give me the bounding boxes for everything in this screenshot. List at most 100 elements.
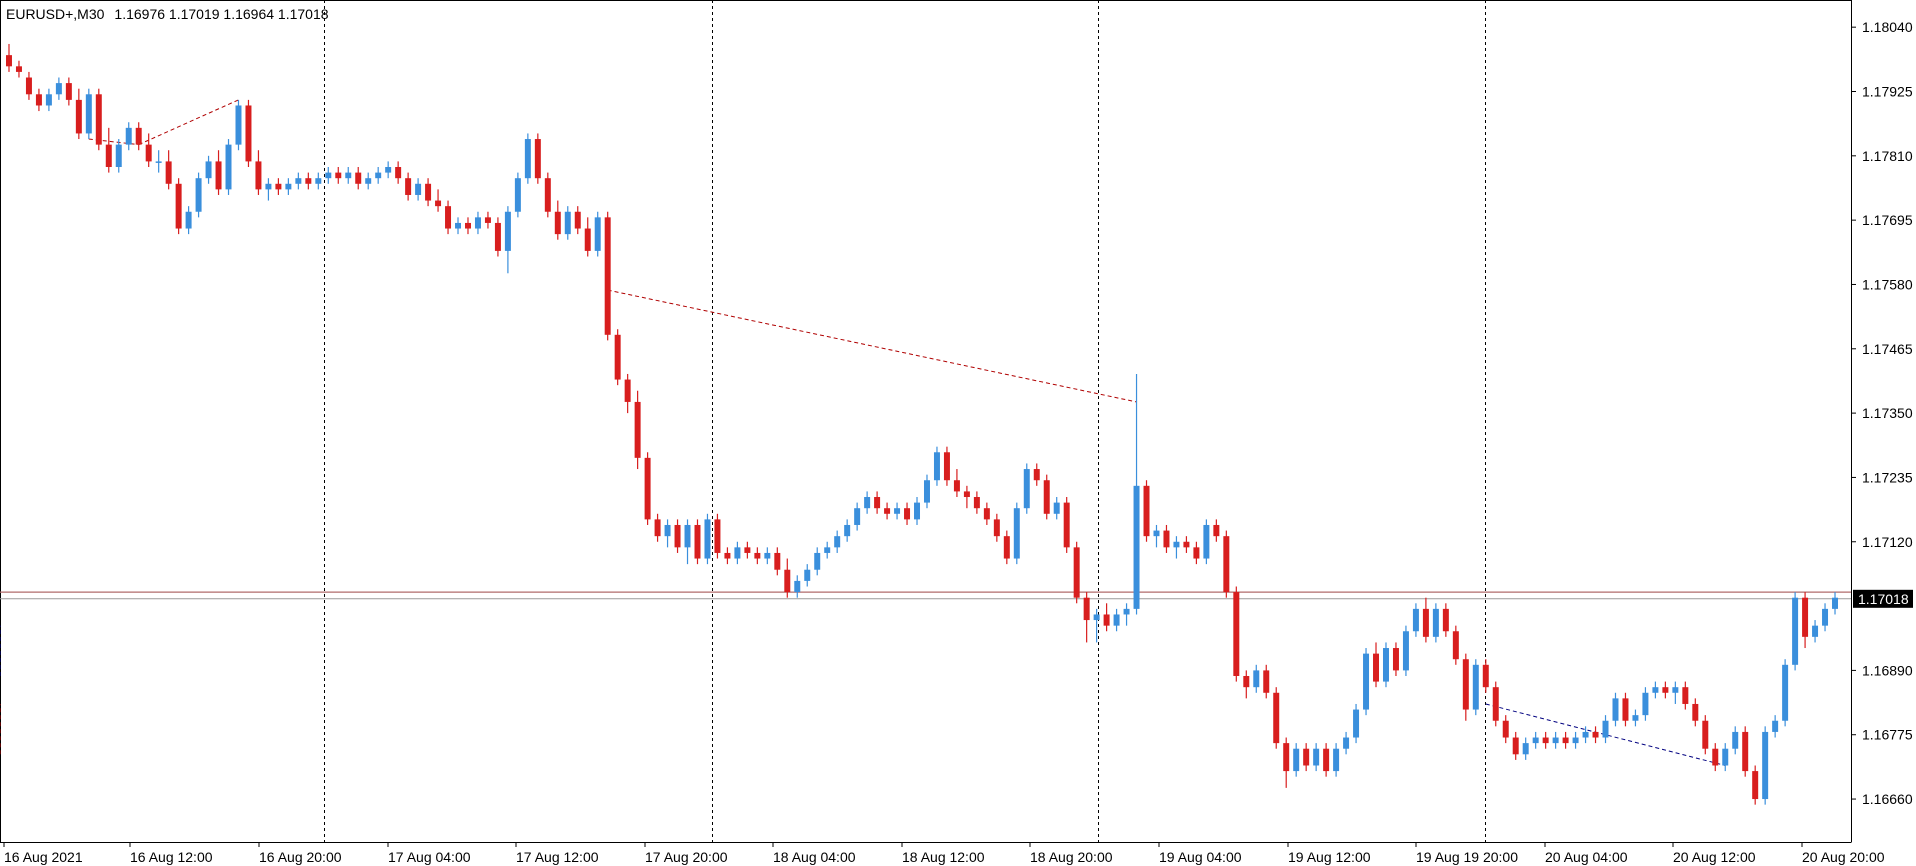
price-tick-label: 1.17350 <box>1862 405 1913 421</box>
candle <box>1512 731 1519 760</box>
candle <box>1502 715 1509 744</box>
candle <box>774 547 781 576</box>
candle <box>285 178 292 195</box>
candle <box>824 541 831 559</box>
candle <box>1013 502 1020 565</box>
current-price-text: 1.17018 <box>1858 591 1909 607</box>
candle <box>1382 642 1389 688</box>
candle <box>385 161 392 179</box>
candle <box>1103 603 1110 632</box>
candle <box>594 211 601 257</box>
candle <box>1253 664 1260 693</box>
candle <box>1303 743 1310 772</box>
candle <box>75 88 82 140</box>
time-tick-label: 19 Aug 19 20:00 <box>1416 849 1518 865</box>
candle <box>1392 642 1399 676</box>
candle <box>1452 625 1459 665</box>
candle <box>25 71 32 100</box>
time-tick-label: 17 Aug 04:00 <box>388 849 471 865</box>
candle <box>1203 519 1210 565</box>
time-tick-label: 18 Aug 04:00 <box>773 849 856 865</box>
candle <box>1323 743 1330 777</box>
candle <box>624 373 631 414</box>
candle <box>1522 737 1529 760</box>
candle <box>1243 670 1250 699</box>
candle <box>1582 726 1589 744</box>
candle <box>874 491 881 514</box>
candle <box>1572 731 1579 749</box>
candle <box>1173 536 1180 559</box>
candle <box>1802 592 1809 649</box>
candle <box>355 167 362 190</box>
candle <box>1472 659 1479 716</box>
price-lines <box>0 591 1851 600</box>
candle <box>1223 530 1230 598</box>
time-tick-label: 17 Aug 12:00 <box>516 849 599 865</box>
candle <box>375 167 382 184</box>
candle <box>1313 743 1320 772</box>
candle <box>225 139 232 195</box>
candle <box>1333 743 1340 777</box>
current-price-box <box>1853 589 1913 608</box>
candle <box>455 217 462 235</box>
time-tick-label: 16 Aug 20:00 <box>259 849 342 865</box>
candle <box>754 547 761 565</box>
candle <box>215 150 222 195</box>
candle <box>1602 715 1609 744</box>
candle <box>554 200 561 240</box>
candle <box>1422 597 1429 643</box>
candle <box>504 206 511 274</box>
candle <box>1293 743 1300 777</box>
symbol-timeframe: EURUSD+,M30 <box>6 6 105 22</box>
candle <box>1163 524 1170 553</box>
candle <box>1732 726 1739 755</box>
candle <box>275 178 282 195</box>
candles <box>5 43 1839 805</box>
candle <box>295 172 302 190</box>
candle <box>1063 497 1070 553</box>
candle <box>1762 726 1769 805</box>
candle <box>165 150 172 190</box>
candle <box>953 469 960 498</box>
price-tick-label: 1.17465 <box>1862 341 1913 357</box>
candle <box>335 167 342 184</box>
price-tick-label: 1.17120 <box>1862 534 1913 550</box>
candle <box>1003 530 1010 565</box>
current-price-label: 1.17018 <box>1853 589 1913 608</box>
candle <box>1113 608 1120 632</box>
chart-header: EURUSD+,M30 1.16976 1.17019 1.16964 1.170… <box>6 6 329 22</box>
candle <box>155 150 162 173</box>
candle <box>1462 653 1469 721</box>
candle <box>714 513 721 559</box>
candle <box>435 189 442 212</box>
candle <box>844 519 851 542</box>
zigzag-segment <box>1485 703 1726 766</box>
candle <box>95 88 102 151</box>
candle <box>1742 726 1749 777</box>
candle <box>1832 592 1839 615</box>
price-tick-label: 1.17235 <box>1862 469 1913 485</box>
candle <box>1812 620 1819 643</box>
candle <box>1353 703 1360 744</box>
candle <box>1402 625 1409 676</box>
candle <box>864 491 871 514</box>
candle <box>45 88 52 112</box>
price-tick-label: 1.16890 <box>1862 662 1913 678</box>
candle <box>644 452 651 525</box>
candle <box>205 155 212 184</box>
time-tick-label: 18 Aug 20:00 <box>1030 849 1113 865</box>
candle <box>65 77 72 106</box>
candle <box>1432 603 1439 643</box>
candle <box>255 150 262 195</box>
candle <box>564 206 571 240</box>
candle <box>445 200 452 235</box>
candle <box>464 217 471 235</box>
candle <box>175 178 182 235</box>
price-tick-label: 1.17810 <box>1862 148 1913 164</box>
candle <box>365 172 372 190</box>
zigzag-segment <box>607 289 1137 403</box>
candle <box>514 172 521 218</box>
candle <box>584 217 591 257</box>
candle <box>1273 687 1280 749</box>
